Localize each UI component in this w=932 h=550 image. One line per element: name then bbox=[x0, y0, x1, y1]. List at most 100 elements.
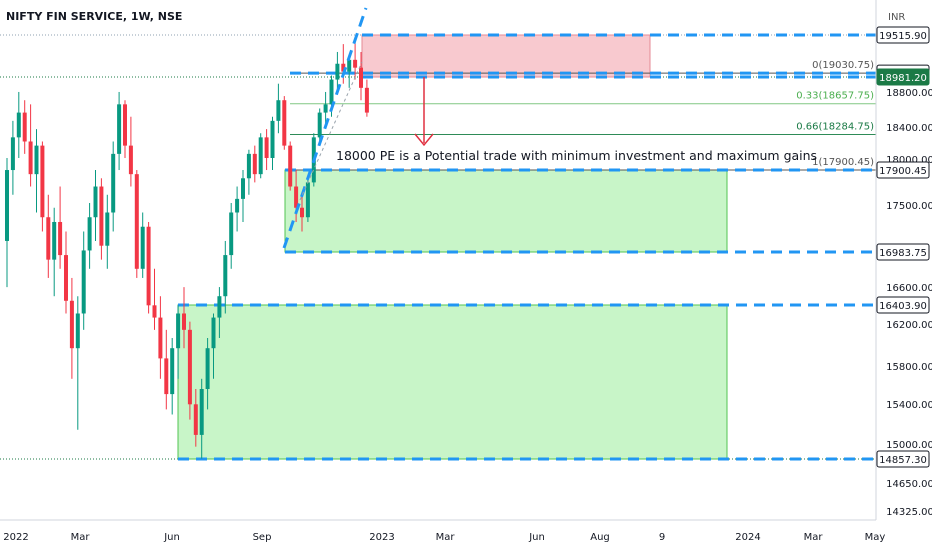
zone-demand-1 bbox=[284, 169, 728, 253]
price-badges: 19515.9019030.7518981.2017900.4516983.75… bbox=[876, 26, 930, 468]
candle-body bbox=[22, 112, 27, 142]
x-tick-label: Mar bbox=[436, 532, 456, 543]
candle-body bbox=[300, 207, 304, 218]
candle-body bbox=[241, 178, 245, 199]
price-badge-label: 16403.90 bbox=[879, 301, 927, 312]
price-badge-label: 14857.30 bbox=[879, 455, 927, 466]
y-tick-label: 18800.00 bbox=[886, 88, 932, 99]
candle-body bbox=[111, 153, 116, 213]
candle-body bbox=[187, 329, 192, 405]
candle-body bbox=[364, 87, 369, 113]
price-badge bbox=[876, 450, 930, 468]
candle-body bbox=[305, 182, 310, 218]
x-tick-label: Sep bbox=[253, 532, 272, 543]
x-tick-label: 2023 bbox=[369, 532, 394, 543]
y-tick-label: 17500.00 bbox=[886, 201, 932, 212]
x-tick-label: Mar bbox=[71, 532, 91, 543]
y-tick-label: 15400.00 bbox=[886, 400, 932, 411]
y-tick-label: 18000.00 bbox=[886, 155, 932, 166]
annotation-text: 18000 PE is a Potential trade with minim… bbox=[336, 148, 817, 163]
candle-body bbox=[211, 317, 216, 349]
price-badge bbox=[876, 161, 930, 179]
candle-body bbox=[123, 104, 127, 146]
fib-diagonal bbox=[299, 61, 363, 201]
candle-body bbox=[152, 305, 157, 318]
x-tick-label: Jun bbox=[528, 532, 545, 543]
candle-body bbox=[58, 221, 63, 256]
candle-body bbox=[347, 59, 352, 72]
candle-body bbox=[140, 226, 145, 269]
x-tick-label: 9 bbox=[659, 532, 665, 543]
x-tick-label: Mar bbox=[804, 532, 824, 543]
price-badge-label: 17900.45 bbox=[879, 166, 927, 177]
y-tick-label: 14650.00 bbox=[886, 479, 932, 490]
candle-body bbox=[270, 120, 275, 158]
zone-demand-2 bbox=[177, 304, 728, 460]
candle-body bbox=[264, 137, 269, 158]
fib-label: 0(19030.75) bbox=[812, 60, 874, 71]
price-badge bbox=[876, 296, 930, 314]
candle-body bbox=[81, 250, 86, 314]
candle-body bbox=[170, 348, 175, 395]
y-tick-label: 15800.00 bbox=[886, 362, 932, 373]
level-lines bbox=[178, 33, 876, 461]
candle-body bbox=[252, 153, 257, 175]
x-tick-label: Aug bbox=[590, 532, 610, 543]
down-arrow-head bbox=[414, 133, 434, 147]
candle-body bbox=[288, 145, 293, 187]
candle-body bbox=[193, 404, 198, 435]
candle-body bbox=[317, 112, 322, 138]
price-badge bbox=[876, 26, 930, 44]
candle-body bbox=[223, 255, 228, 297]
candle-body bbox=[134, 174, 139, 269]
candle-body bbox=[128, 145, 133, 175]
candle-body bbox=[258, 137, 263, 175]
x-tick-label: Jun bbox=[163, 532, 180, 543]
price-badge-label: 18981.20 bbox=[879, 73, 927, 84]
price-badge bbox=[876, 243, 930, 261]
candle-body bbox=[28, 141, 33, 175]
candle-body bbox=[235, 198, 240, 213]
x-tick-label: 2024 bbox=[735, 532, 760, 543]
candle-body bbox=[5, 170, 9, 241]
candle-body bbox=[64, 255, 68, 301]
chart-title: NIFTY FIN SERVICE, 1W, NSE bbox=[6, 10, 182, 23]
candle-body bbox=[69, 300, 74, 349]
candle-body bbox=[199, 389, 204, 435]
candle-body bbox=[323, 104, 328, 113]
price-badge-label: 16983.75 bbox=[879, 248, 927, 259]
candle-body bbox=[164, 358, 169, 395]
candle-body bbox=[246, 153, 251, 179]
currency-label: INR bbox=[888, 12, 905, 23]
y-tick-label: 15000.00 bbox=[886, 440, 932, 451]
candle-body bbox=[353, 59, 358, 68]
y-tick-label: 18400.00 bbox=[886, 123, 932, 134]
candle-body bbox=[329, 79, 334, 105]
candle-body bbox=[93, 186, 98, 218]
candle-body bbox=[34, 145, 39, 175]
candle-body bbox=[335, 63, 340, 80]
candle-body bbox=[282, 100, 287, 146]
price-badge bbox=[876, 68, 930, 86]
candle-body bbox=[40, 145, 45, 218]
candle-body bbox=[99, 186, 104, 246]
fib-label: 0.66(18284.75) bbox=[796, 121, 874, 132]
candle-body bbox=[229, 212, 234, 256]
y-tick-label: 16200.00 bbox=[886, 320, 932, 331]
candle-body bbox=[341, 63, 346, 72]
candle-body bbox=[75, 313, 80, 349]
fib-label: 1(17900.45) bbox=[812, 157, 874, 168]
candle-body bbox=[105, 212, 110, 246]
candle-body bbox=[87, 217, 92, 251]
candle-body bbox=[10, 137, 15, 171]
zone-supply bbox=[361, 34, 651, 78]
candle-body bbox=[294, 186, 299, 208]
candles bbox=[5, 40, 369, 459]
x-tick-label: 2022 bbox=[3, 532, 28, 543]
candle-body bbox=[146, 226, 151, 306]
fib-label: 0.33(18657.75) bbox=[796, 91, 874, 102]
candle-body bbox=[205, 348, 210, 389]
